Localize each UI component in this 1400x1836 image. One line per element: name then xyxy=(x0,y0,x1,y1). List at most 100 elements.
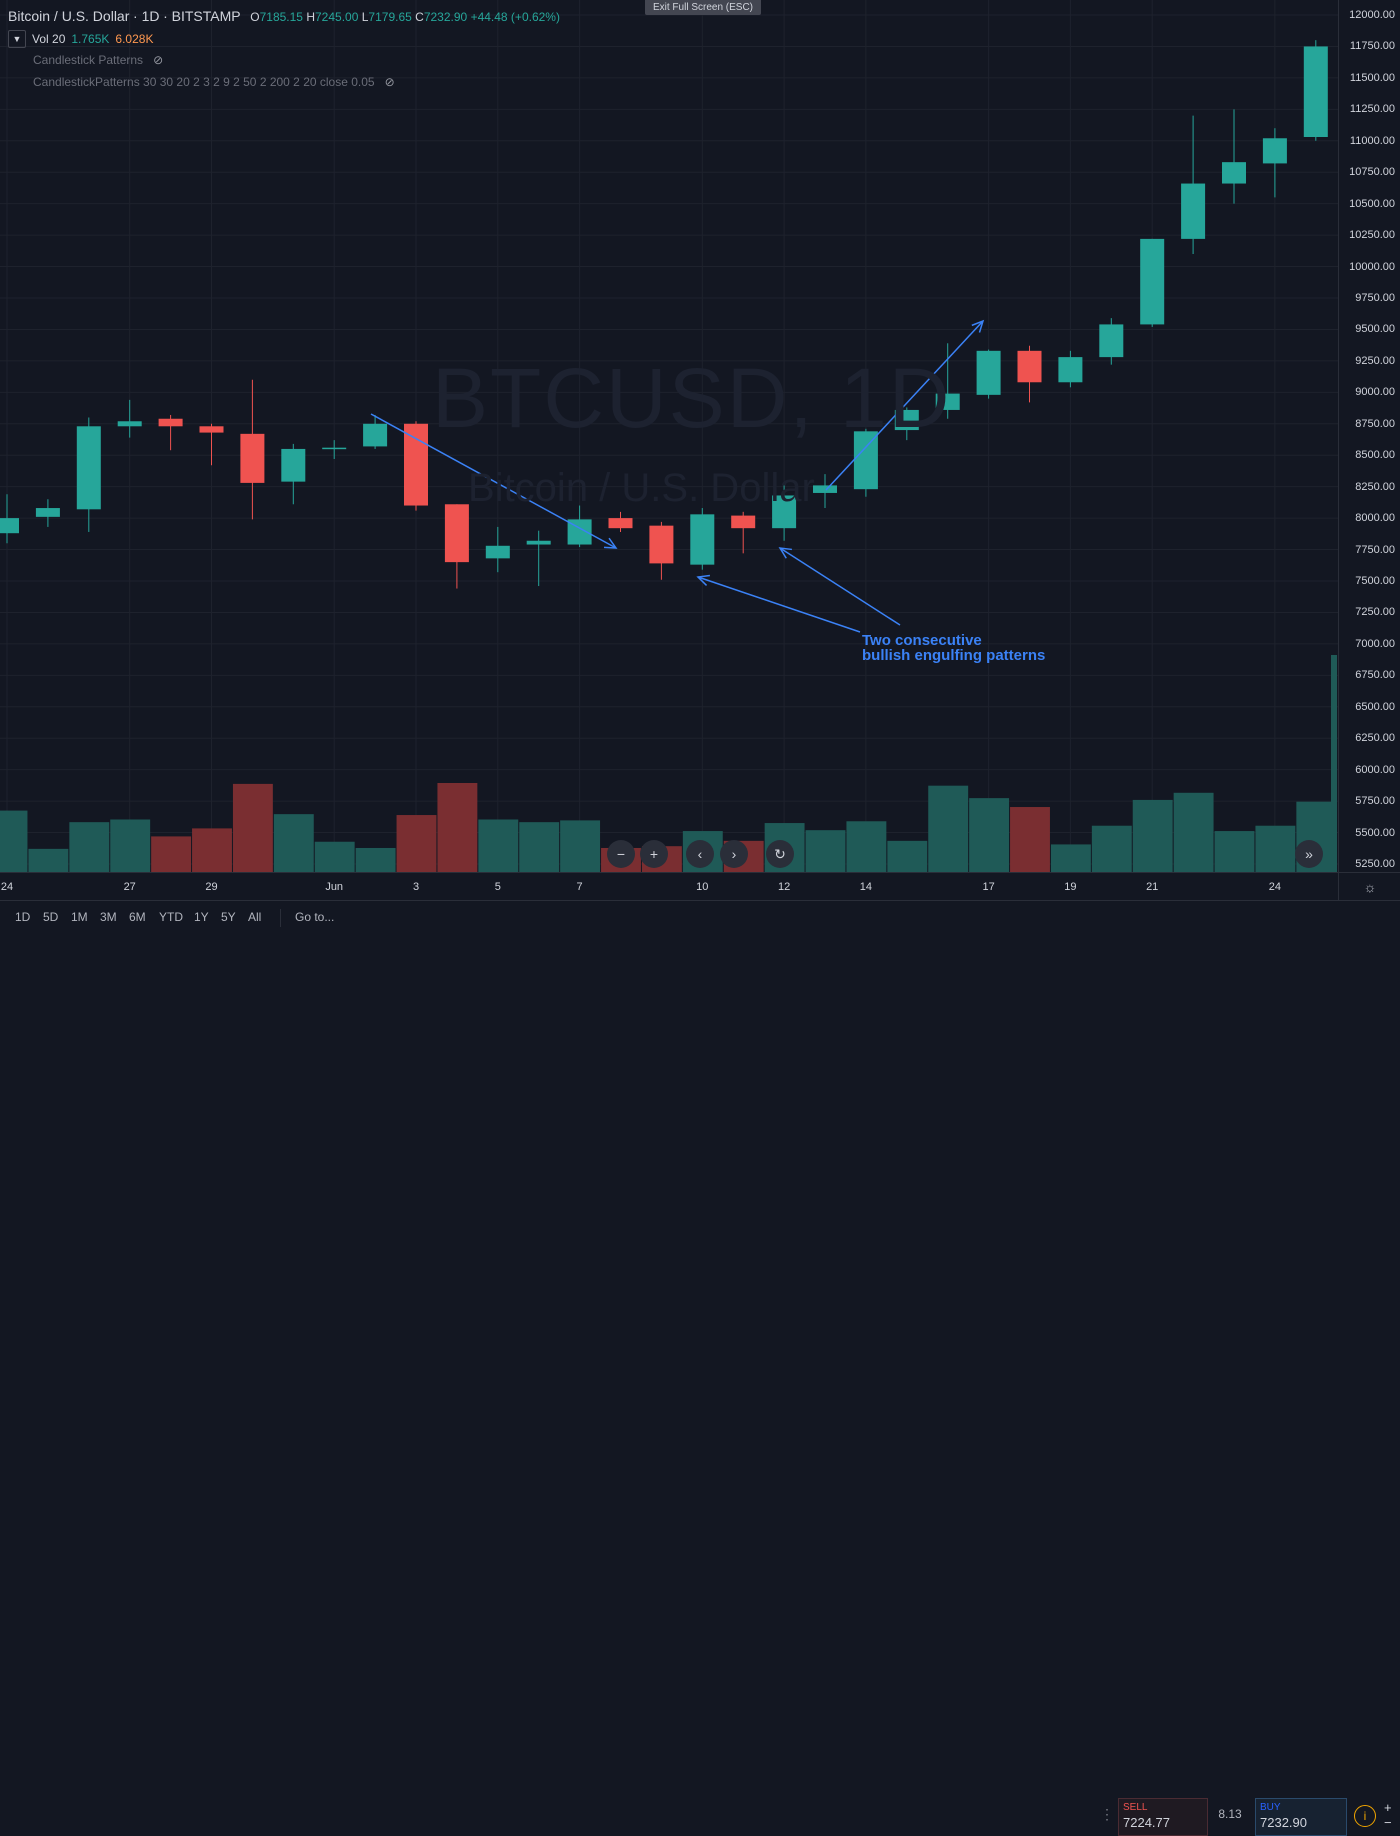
hidden-eye-icon[interactable]: ⊘ xyxy=(153,53,164,67)
price-tick-label: 5750.00 xyxy=(1355,795,1395,808)
range-all[interactable]: All xyxy=(248,910,262,924)
volume-bar xyxy=(519,822,560,872)
candle-body xyxy=(117,421,142,427)
pattern-arrow-2 xyxy=(779,547,901,626)
range-1y[interactable]: 1Y xyxy=(194,910,209,924)
trend-arrow-down-head xyxy=(603,537,618,549)
low-value: 7179.65 xyxy=(368,10,412,24)
symbol-name[interactable]: Bitcoin / U.S. Dollar xyxy=(8,8,130,24)
candle-body xyxy=(1181,183,1206,239)
time-tick-label: Jun xyxy=(325,881,344,893)
indicator-candlestick-patterns[interactable]: Candlestick Patterns ⊘ xyxy=(33,53,163,67)
candle-body xyxy=(526,540,551,545)
buy-button[interactable]: BUY 7232.90 xyxy=(1255,1798,1347,1836)
scroll-to-realtime-button[interactable]: » xyxy=(1295,840,1323,868)
range-1d[interactable]: 1D xyxy=(15,910,31,924)
range-ytd[interactable]: YTD xyxy=(159,910,183,924)
volume-bar xyxy=(28,848,69,872)
volume-legend: ▼ Vol 20 1.765K 6.028K xyxy=(8,30,153,48)
bottom-toolbar: 1D 5D 1M 3M 6M YTD 1Y 5Y All Go to... ⋮⋮… xyxy=(0,900,1400,1836)
zoom-in-button[interactable]: + xyxy=(640,840,668,868)
time-tick-label: 29 xyxy=(205,881,218,893)
pattern-arrow-1 xyxy=(697,576,861,633)
volume-bar xyxy=(110,819,151,872)
buy-label: BUY xyxy=(1260,1802,1281,1813)
gear-icon[interactable]: ☼ xyxy=(1338,872,1400,901)
candle-body xyxy=(404,423,428,506)
candlestick-chart[interactable] xyxy=(0,0,1338,872)
annotation-line-2: bullish engulfing patterns xyxy=(862,647,1046,664)
candle-body xyxy=(35,508,60,517)
time-tick-label: 19 xyxy=(1064,881,1077,893)
candle-body xyxy=(240,433,265,483)
collapse-legend-button[interactable]: ▼ xyxy=(8,30,26,48)
price-tick-label: 8500.00 xyxy=(1355,449,1395,462)
indicator-label: Candlestick Patterns xyxy=(33,53,144,67)
time-tick-label: 27 xyxy=(123,881,136,893)
time-axis[interactable]: 24 27 29 Jun 3 5 7 10 12 14 17 19 21 24 xyxy=(0,872,1338,901)
minus-icon[interactable]: − xyxy=(1384,1815,1392,1830)
price-tick-label: 11750.00 xyxy=(1349,40,1395,53)
symbol-header: Bitcoin / U.S. Dollar · 1D · BITSTAMP O7… xyxy=(8,8,560,24)
range-6m[interactable]: 6M xyxy=(129,910,146,924)
price-axis[interactable]: 12000.00 11750.00 11500.00 11250.00 11000.00… xyxy=(1338,0,1400,872)
volume-bar xyxy=(314,841,355,872)
range-5d[interactable]: 5D xyxy=(43,910,59,924)
candle-body xyxy=(649,525,674,564)
ohlc-values: O7185.15 H7245.00 L7179.65 C7232.90 +44.… xyxy=(250,10,560,24)
range-3m[interactable]: 3M xyxy=(100,910,117,924)
indicator-label: CandlestickPatterns 30 30 20 2 3 2 9 2 5… xyxy=(33,75,375,89)
volume-bar xyxy=(846,821,887,872)
candle-body xyxy=(608,518,633,529)
volume-bar xyxy=(192,828,232,872)
zoom-out-button[interactable]: − xyxy=(607,840,635,868)
volume-bar xyxy=(1132,799,1173,872)
range-1m[interactable]: 1M xyxy=(71,910,88,924)
volume-bar xyxy=(1331,655,1337,872)
symbol-watermark: BTCUSD, 1D xyxy=(432,351,952,445)
time-tick-label: 5 xyxy=(494,881,501,893)
exit-fullscreen-button[interactable]: Exit Full Screen (ESC) xyxy=(645,0,761,15)
open-value: 7185.15 xyxy=(259,10,303,24)
volume-bar xyxy=(273,814,314,872)
indicator-candlestick-patterns-params[interactable]: CandlestickPatterns 30 30 20 2 3 2 9 2 5… xyxy=(33,75,395,89)
volume-bar xyxy=(0,810,28,872)
candle-body xyxy=(1099,324,1124,358)
price-tick-label: 8750.00 xyxy=(1355,417,1395,430)
candle-body xyxy=(976,350,1001,395)
price-tick-label: 10750.00 xyxy=(1349,166,1395,179)
sell-button[interactable]: SELL 7224.77 xyxy=(1118,1798,1208,1836)
annotation-text[interactable]: Two consecutive bullish engulfing patter… xyxy=(862,633,1045,663)
goto-date-button[interactable]: Go to... xyxy=(295,910,335,924)
trend-arrow-down xyxy=(370,413,617,549)
price-tick-label: 8250.00 xyxy=(1355,480,1395,493)
price-tick-label: 5500.00 xyxy=(1355,826,1395,839)
scroll-left-button[interactable]: ‹ xyxy=(686,840,714,868)
scroll-right-button[interactable]: › xyxy=(720,840,748,868)
plus-icon[interactable]: + xyxy=(1384,1800,1392,1815)
candle-body xyxy=(1058,357,1083,383)
time-tick-label: 7 xyxy=(576,881,583,893)
candle-body xyxy=(1017,350,1042,383)
reset-chart-button[interactable]: ↻ xyxy=(766,840,794,868)
interval-label[interactable]: 1D xyxy=(141,8,160,24)
chart-area[interactable]: BTCUSD, 1D Bitcoin / U.S. Dollar Bitcoin… xyxy=(0,0,1338,872)
info-icon[interactable]: i xyxy=(1354,1805,1376,1827)
hidden-eye-icon[interactable]: ⊘ xyxy=(384,75,395,89)
price-tick-label: 11000.00 xyxy=(1349,134,1395,147)
high-value: 7245.00 xyxy=(315,10,359,24)
volume-label[interactable]: Vol 20 xyxy=(32,32,66,46)
candle-body xyxy=(0,518,19,534)
price-tick-label: 9750.00 xyxy=(1355,292,1395,304)
price-tick-label: 10250.00 xyxy=(1349,229,1395,242)
volume-bar xyxy=(1050,844,1091,872)
candle-body xyxy=(894,409,919,431)
buy-price: 7232.90 xyxy=(1260,1815,1307,1830)
volume-bar xyxy=(437,783,478,872)
range-5y[interactable]: 5Y xyxy=(221,910,236,924)
pattern-arrow-1-head xyxy=(696,574,711,586)
volume-bar xyxy=(232,783,273,872)
sell-price: 7224.77 xyxy=(1123,1815,1170,1830)
volume-value: 1.765K xyxy=(71,32,110,46)
candle-body xyxy=(690,514,715,565)
